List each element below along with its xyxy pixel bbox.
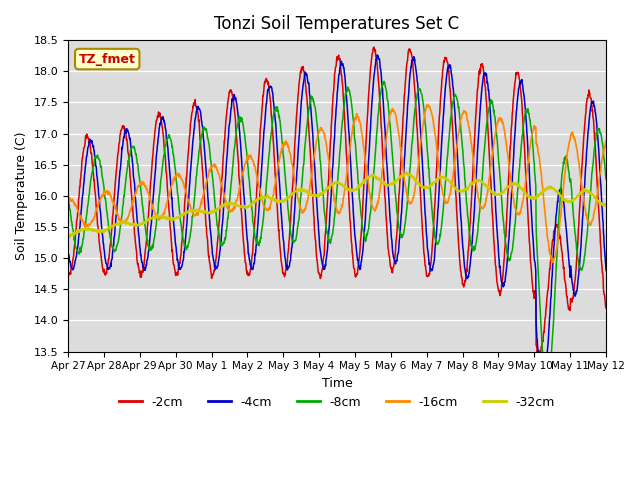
-4cm — [539, 379, 547, 384]
-8cm — [244, 163, 252, 169]
-32cm — [65, 235, 72, 241]
-2cm — [534, 352, 542, 358]
-16cm — [491, 132, 499, 138]
-2cm — [244, 270, 252, 276]
Legend: -2cm, -4cm, -8cm, -16cm, -32cm: -2cm, -4cm, -8cm, -16cm, -32cm — [114, 391, 560, 414]
-4cm — [421, 203, 429, 208]
-4cm — [244, 242, 252, 248]
-32cm — [184, 209, 192, 215]
-2cm — [602, 305, 610, 311]
-16cm — [184, 196, 191, 202]
Line: -4cm: -4cm — [68, 55, 606, 383]
-4cm — [373, 52, 381, 58]
-4cm — [602, 268, 610, 274]
-32cm — [492, 192, 499, 198]
-16cm — [539, 182, 547, 188]
-4cm — [491, 191, 499, 197]
-32cm — [539, 188, 547, 194]
-2cm — [64, 267, 72, 273]
Title: Tonzi Soil Temperatures Set C: Tonzi Soil Temperatures Set C — [214, 15, 460, 33]
-2cm — [491, 254, 499, 260]
X-axis label: Time: Time — [322, 377, 353, 390]
Line: -2cm: -2cm — [68, 47, 606, 355]
-16cm — [420, 115, 428, 121]
-32cm — [64, 233, 72, 239]
-8cm — [380, 79, 388, 84]
-4cm — [184, 207, 191, 213]
-16cm — [171, 176, 179, 182]
-8cm — [184, 245, 191, 251]
-16cm — [549, 260, 557, 265]
-4cm — [171, 230, 179, 236]
-4cm — [539, 380, 547, 386]
-32cm — [421, 184, 429, 190]
-16cm — [64, 199, 72, 204]
-32cm — [244, 204, 252, 210]
-16cm — [424, 102, 432, 108]
-8cm — [64, 189, 72, 195]
-2cm — [370, 44, 378, 50]
-8cm — [421, 115, 429, 120]
-32cm — [171, 215, 179, 221]
-16cm — [244, 155, 252, 160]
-32cm — [602, 201, 610, 207]
-16cm — [602, 139, 610, 145]
-4cm — [64, 251, 72, 256]
Y-axis label: Soil Temperature (C): Soil Temperature (C) — [15, 132, 28, 260]
-8cm — [602, 176, 610, 182]
-8cm — [491, 114, 499, 120]
-2cm — [539, 338, 547, 344]
Text: TZ_fmet: TZ_fmet — [79, 53, 136, 66]
-32cm — [402, 169, 410, 175]
-2cm — [171, 266, 179, 272]
-2cm — [184, 156, 191, 162]
-8cm — [171, 162, 179, 168]
-8cm — [539, 348, 547, 353]
-2cm — [421, 258, 429, 264]
Line: -32cm: -32cm — [68, 172, 606, 238]
Line: -8cm: -8cm — [68, 82, 606, 384]
-8cm — [542, 382, 550, 387]
Line: -16cm: -16cm — [68, 105, 606, 263]
